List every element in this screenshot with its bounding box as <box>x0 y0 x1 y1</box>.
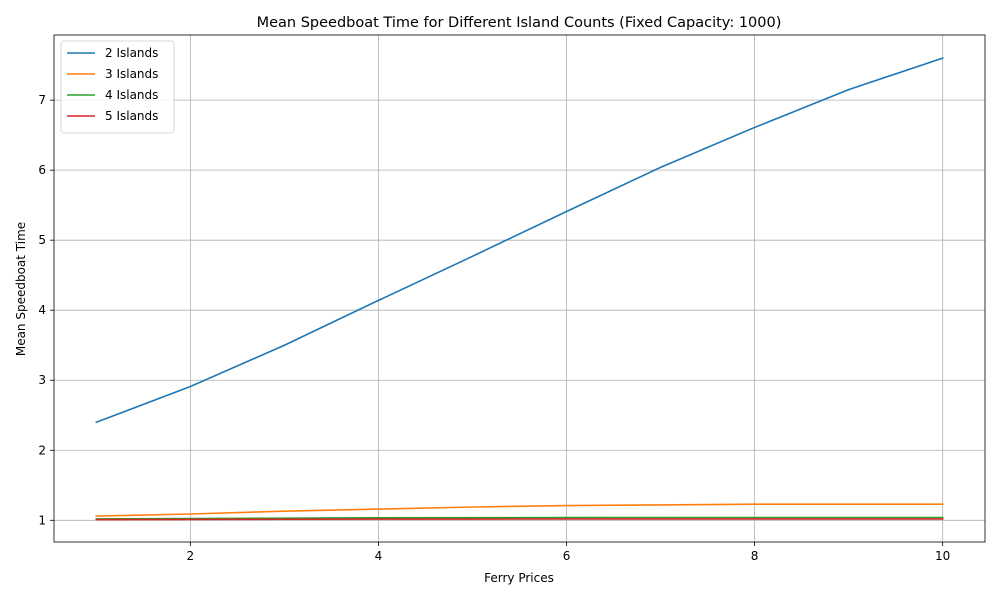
legend-label: 4 Islands <box>105 88 158 102</box>
plot-frame <box>53 34 986 543</box>
y-tick-label: 2 <box>38 443 46 457</box>
y-tick-label: 6 <box>38 163 46 177</box>
x-tick-label: 10 <box>935 549 950 563</box>
series-line-4-islands <box>95 516 944 520</box>
y-tick-label: 3 <box>38 373 46 387</box>
legend-box <box>60 40 175 134</box>
y-axis-label: Mean Speedboat Time <box>14 222 28 356</box>
chart-title: Mean Speedboat Time for Different Island… <box>257 15 782 31</box>
y-tick-label: 4 <box>38 303 46 317</box>
x-axis-label: Ferry Prices <box>484 571 554 585</box>
y-tick-label: 7 <box>38 93 46 107</box>
y-tick-label: 5 <box>38 233 46 247</box>
x-tick-label: 4 <box>375 549 383 563</box>
x-tick-label: 6 <box>563 549 571 563</box>
series-lines <box>95 57 944 521</box>
legend-label: 2 Islands <box>105 46 158 60</box>
series-line-3-islands <box>95 503 944 517</box>
series-line-2-islands <box>95 57 944 424</box>
x-tick-label: 8 <box>751 549 759 563</box>
grid-lines <box>54 35 985 542</box>
legend-label: 5 Islands <box>105 109 158 123</box>
x-tick-label: 2 <box>187 549 195 563</box>
series-line-5-islands <box>95 518 944 521</box>
legend-label: 3 Islands <box>105 67 158 81</box>
legend: 2 Islands 3 Islands 4 Islands 5 Islands <box>60 40 175 134</box>
y-tick-label: 1 <box>38 513 46 527</box>
